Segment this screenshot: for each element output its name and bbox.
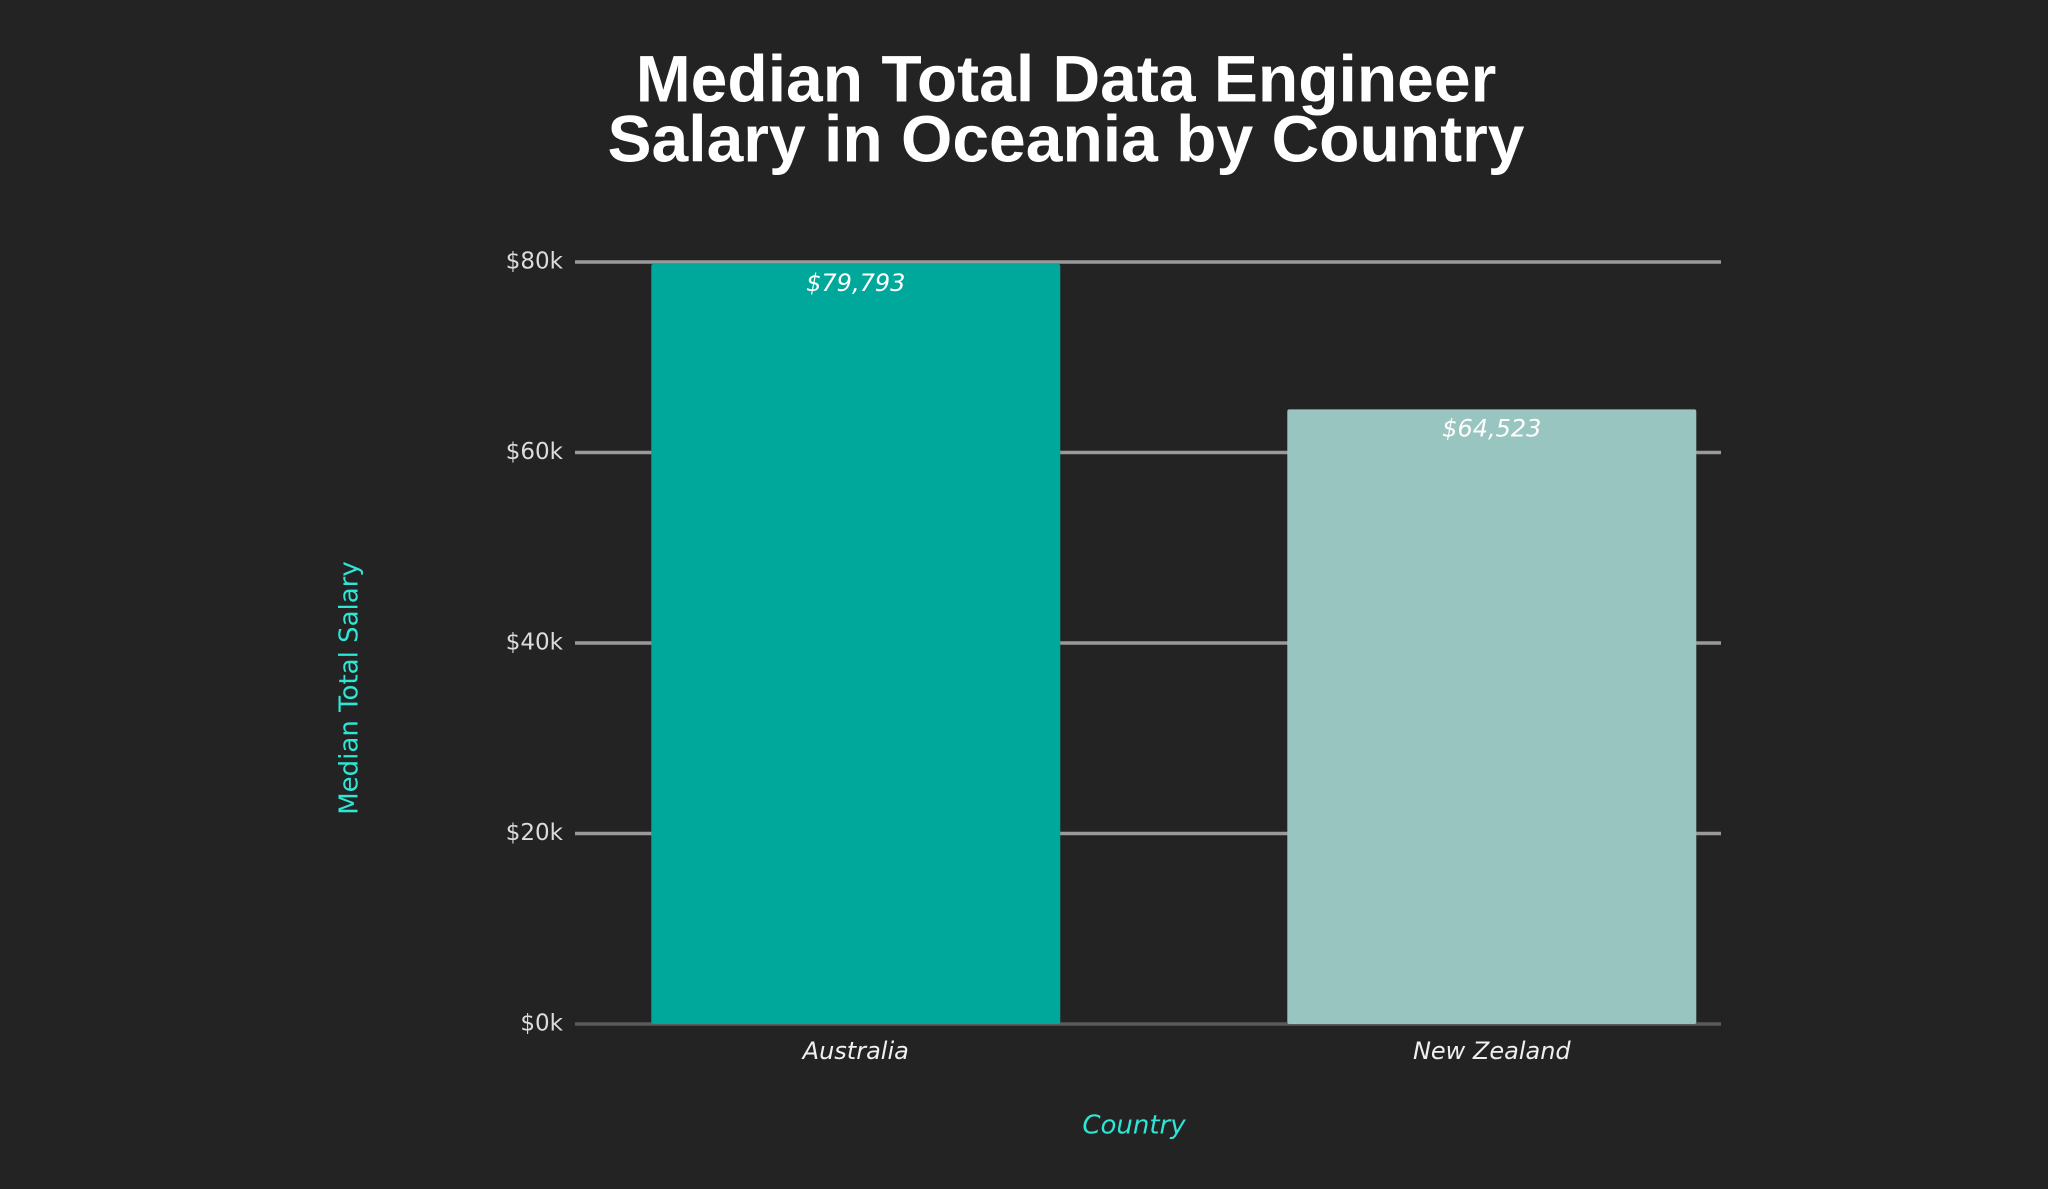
y-tick-label: $60k: [506, 439, 564, 465]
y-tick-label: $20k: [506, 820, 564, 846]
bar: [1287, 409, 1697, 1024]
chart-title: Salary in Oceania by Country: [608, 101, 1525, 175]
x-tick-label: Australia: [801, 1037, 909, 1065]
value-label: $64,523: [1442, 414, 1541, 442]
y-tick-label: $0k: [520, 1011, 563, 1037]
x-tick-label: New Zealand: [1413, 1037, 1571, 1065]
chart-title: Median Total Data Engineer: [636, 41, 1497, 115]
y-axis-title: Median Total Salary: [335, 561, 365, 815]
value-label: $79,793: [806, 269, 905, 297]
x-axis-title: Country: [1082, 1111, 1186, 1141]
y-tick-label: $40k: [506, 630, 564, 656]
bar: [651, 263, 1061, 1024]
y-tick-label: $80k: [506, 249, 564, 275]
